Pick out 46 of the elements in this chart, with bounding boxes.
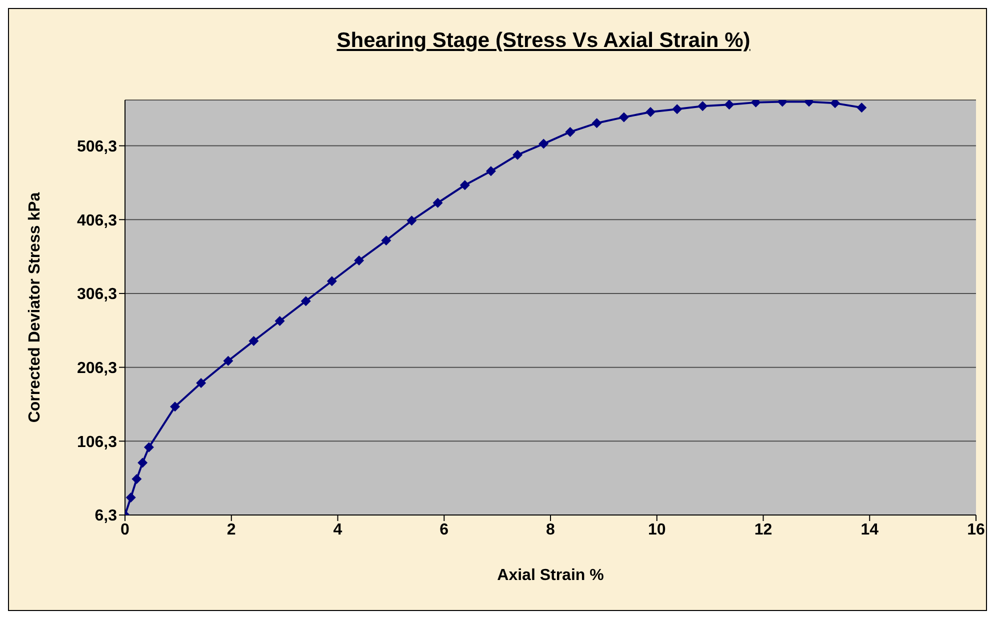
x-tick-label: 12 (754, 521, 772, 538)
point (144, 442, 154, 452)
point (432, 198, 443, 208)
point (326, 276, 337, 286)
point (126, 492, 136, 502)
x-tick-label: 0 (120, 521, 130, 538)
y-axis-title: Corrected Deviator Stress kPa (26, 192, 44, 423)
point (196, 378, 206, 388)
point (354, 255, 364, 266)
point (830, 100, 840, 108)
y-tick-label: 306,3 (76, 286, 118, 304)
point (698, 101, 708, 112)
chart-title: Shearing Stage (Stress Vs Axial Strain %) (336, 29, 752, 53)
point (618, 112, 629, 122)
x-tick-label: 8 (546, 521, 556, 538)
point (406, 216, 417, 226)
point (645, 107, 656, 118)
point (724, 100, 734, 110)
y-tick-label: 406,3 (76, 212, 118, 230)
point (565, 126, 576, 137)
point (856, 102, 867, 113)
x-tick-label: 6 (440, 521, 449, 538)
point (170, 402, 180, 412)
point (672, 104, 682, 114)
x-axis-title: Axial Strain % (497, 567, 604, 584)
x-tick-label: 10 (648, 521, 666, 538)
point (138, 458, 148, 468)
point (486, 166, 496, 176)
x-tick-label: 14 (860, 521, 879, 538)
point (132, 474, 142, 484)
x-tick-label: 2 (226, 521, 236, 538)
point (460, 180, 470, 190)
x-tick-label: 16 (967, 521, 985, 538)
point (512, 150, 523, 160)
point (274, 316, 285, 326)
y-tick-label: 6,3 (94, 508, 118, 525)
x-tick-label: 4 (333, 521, 342, 538)
point (248, 336, 259, 346)
point (538, 138, 549, 149)
point (300, 296, 311, 306)
point (592, 118, 602, 128)
point (381, 236, 392, 246)
y-tick-label: 206,3 (76, 360, 118, 377)
y-tick-label: 506,3 (76, 138, 118, 156)
y-tick-label: 106,3 (76, 434, 118, 451)
point (223, 356, 234, 366)
